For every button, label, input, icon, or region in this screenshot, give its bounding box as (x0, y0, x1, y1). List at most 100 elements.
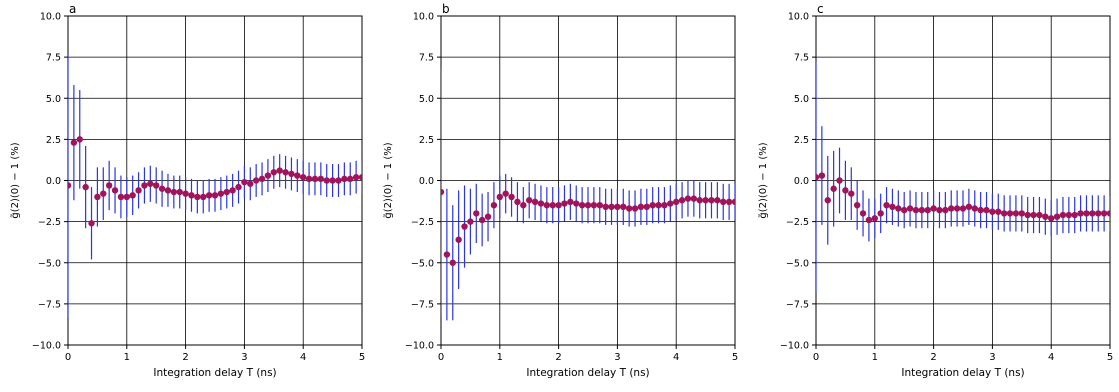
data-point (117, 193, 125, 201)
y-tick-label: −5.0 (786, 258, 809, 269)
data-point (82, 183, 89, 191)
data-point (1077, 210, 1084, 217)
data-point (924, 206, 931, 214)
data-point (467, 218, 474, 225)
data-point (1048, 215, 1055, 222)
data-point (696, 197, 703, 204)
data-point (1053, 213, 1061, 220)
data-point (859, 210, 867, 217)
data-point (1083, 210, 1090, 217)
data-point (129, 192, 136, 199)
x-tick-label: 1 (124, 352, 130, 363)
data-point (241, 178, 248, 186)
data-point (141, 182, 148, 189)
x-tick-label: 5 (732, 352, 738, 363)
x-tick-label: 3 (241, 352, 247, 363)
data-point (520, 201, 527, 209)
data-point (1071, 211, 1078, 219)
y-tick-label: 2.5 (46, 135, 61, 146)
x-tick-label: 0 (813, 352, 819, 363)
y-tick-label: 2.5 (419, 135, 434, 146)
x-tick-label: 4 (300, 352, 306, 363)
data-point (252, 177, 260, 184)
x-tick-label: 4 (673, 352, 679, 363)
data-point (725, 198, 733, 206)
data-point (918, 206, 926, 214)
data-point (830, 185, 837, 192)
data-point (816, 174, 820, 181)
data-point (282, 169, 289, 176)
y-tick-label: 5.0 (46, 94, 61, 105)
data-point (714, 197, 721, 204)
y-tick-label: −5.0 (411, 258, 434, 269)
data-point (247, 180, 254, 187)
data-point (971, 205, 978, 212)
data-point (836, 177, 843, 184)
x-tick-label: 5 (1107, 352, 1113, 363)
data-point (912, 206, 920, 214)
y-tick-label: 7.5 (794, 53, 809, 64)
data-point (661, 201, 668, 209)
y-tick-label: −2.5 (38, 217, 61, 228)
x-axis-label: Integration delay T (ns) (526, 367, 649, 379)
data-point (620, 203, 627, 211)
data-point (959, 205, 967, 212)
data-point (323, 177, 330, 184)
x-tick-label: 2 (555, 352, 561, 363)
data-point (1018, 210, 1025, 217)
data-point (731, 198, 735, 206)
y-tick-label: −7.5 (38, 299, 61, 310)
data-point (123, 193, 130, 201)
data-point (684, 195, 692, 202)
data-point (848, 190, 855, 197)
data-point (708, 197, 715, 204)
y-tick-label: −2.5 (786, 217, 809, 228)
x-tick-label: 1 (872, 352, 878, 363)
data-point (276, 167, 283, 174)
data-point (473, 210, 480, 217)
y-tick-label: −7.5 (786, 299, 809, 310)
data-point (953, 205, 961, 212)
data-point (625, 205, 633, 212)
data-point (842, 187, 849, 194)
data-point (678, 197, 686, 204)
y-tick-label: −2.5 (411, 217, 434, 228)
data-point (484, 213, 492, 220)
x-tick-label: 5 (359, 352, 365, 363)
data-point (288, 170, 295, 178)
chart-panel-c: 0 1 2 3 4 5 −10.0 −7.5 −5.0 −2.5 0.0 2.5 5.0 7.5 10.0 c… (757, 2, 1113, 379)
data-point (352, 174, 360, 181)
data-point (235, 183, 242, 191)
data-point (977, 206, 984, 214)
data-point (995, 208, 1002, 215)
data-point (200, 193, 207, 201)
y-tick-label: 0.0 (46, 176, 61, 187)
data-point (561, 200, 568, 207)
data-point (270, 169, 277, 176)
data-point (1024, 211, 1031, 219)
data-point (690, 195, 698, 202)
data-point (643, 203, 650, 211)
y-tick-label: −5.0 (38, 258, 61, 269)
x-tick-label: 3 (989, 352, 995, 363)
data-point (147, 180, 154, 187)
y-tick-label: 7.5 (46, 53, 61, 64)
data-point (329, 177, 336, 184)
data-point (1089, 210, 1096, 217)
data-point (449, 259, 456, 266)
chart-panel-a: 0 1 2 3 4 5 −10.0 −7.5 −5.0 −2.5 0.0 2.5 5.0 7.5 10.0 a… (9, 2, 365, 379)
data-point (818, 172, 826, 179)
data-point (100, 190, 107, 197)
y-tick-label: 0.0 (794, 176, 809, 187)
data-point (441, 188, 445, 196)
x-tick-label: 2 (930, 352, 936, 363)
data-point (514, 198, 521, 206)
data-point (70, 139, 78, 146)
data-point (1036, 211, 1043, 219)
data-point (211, 192, 219, 199)
data-point (502, 190, 509, 197)
x-tick-label: 0 (65, 352, 71, 363)
y-tick-label: 7.5 (419, 53, 434, 64)
y-axis-label: g̃(2)(0) − 1 (%) (757, 142, 769, 218)
data-point (853, 201, 861, 209)
